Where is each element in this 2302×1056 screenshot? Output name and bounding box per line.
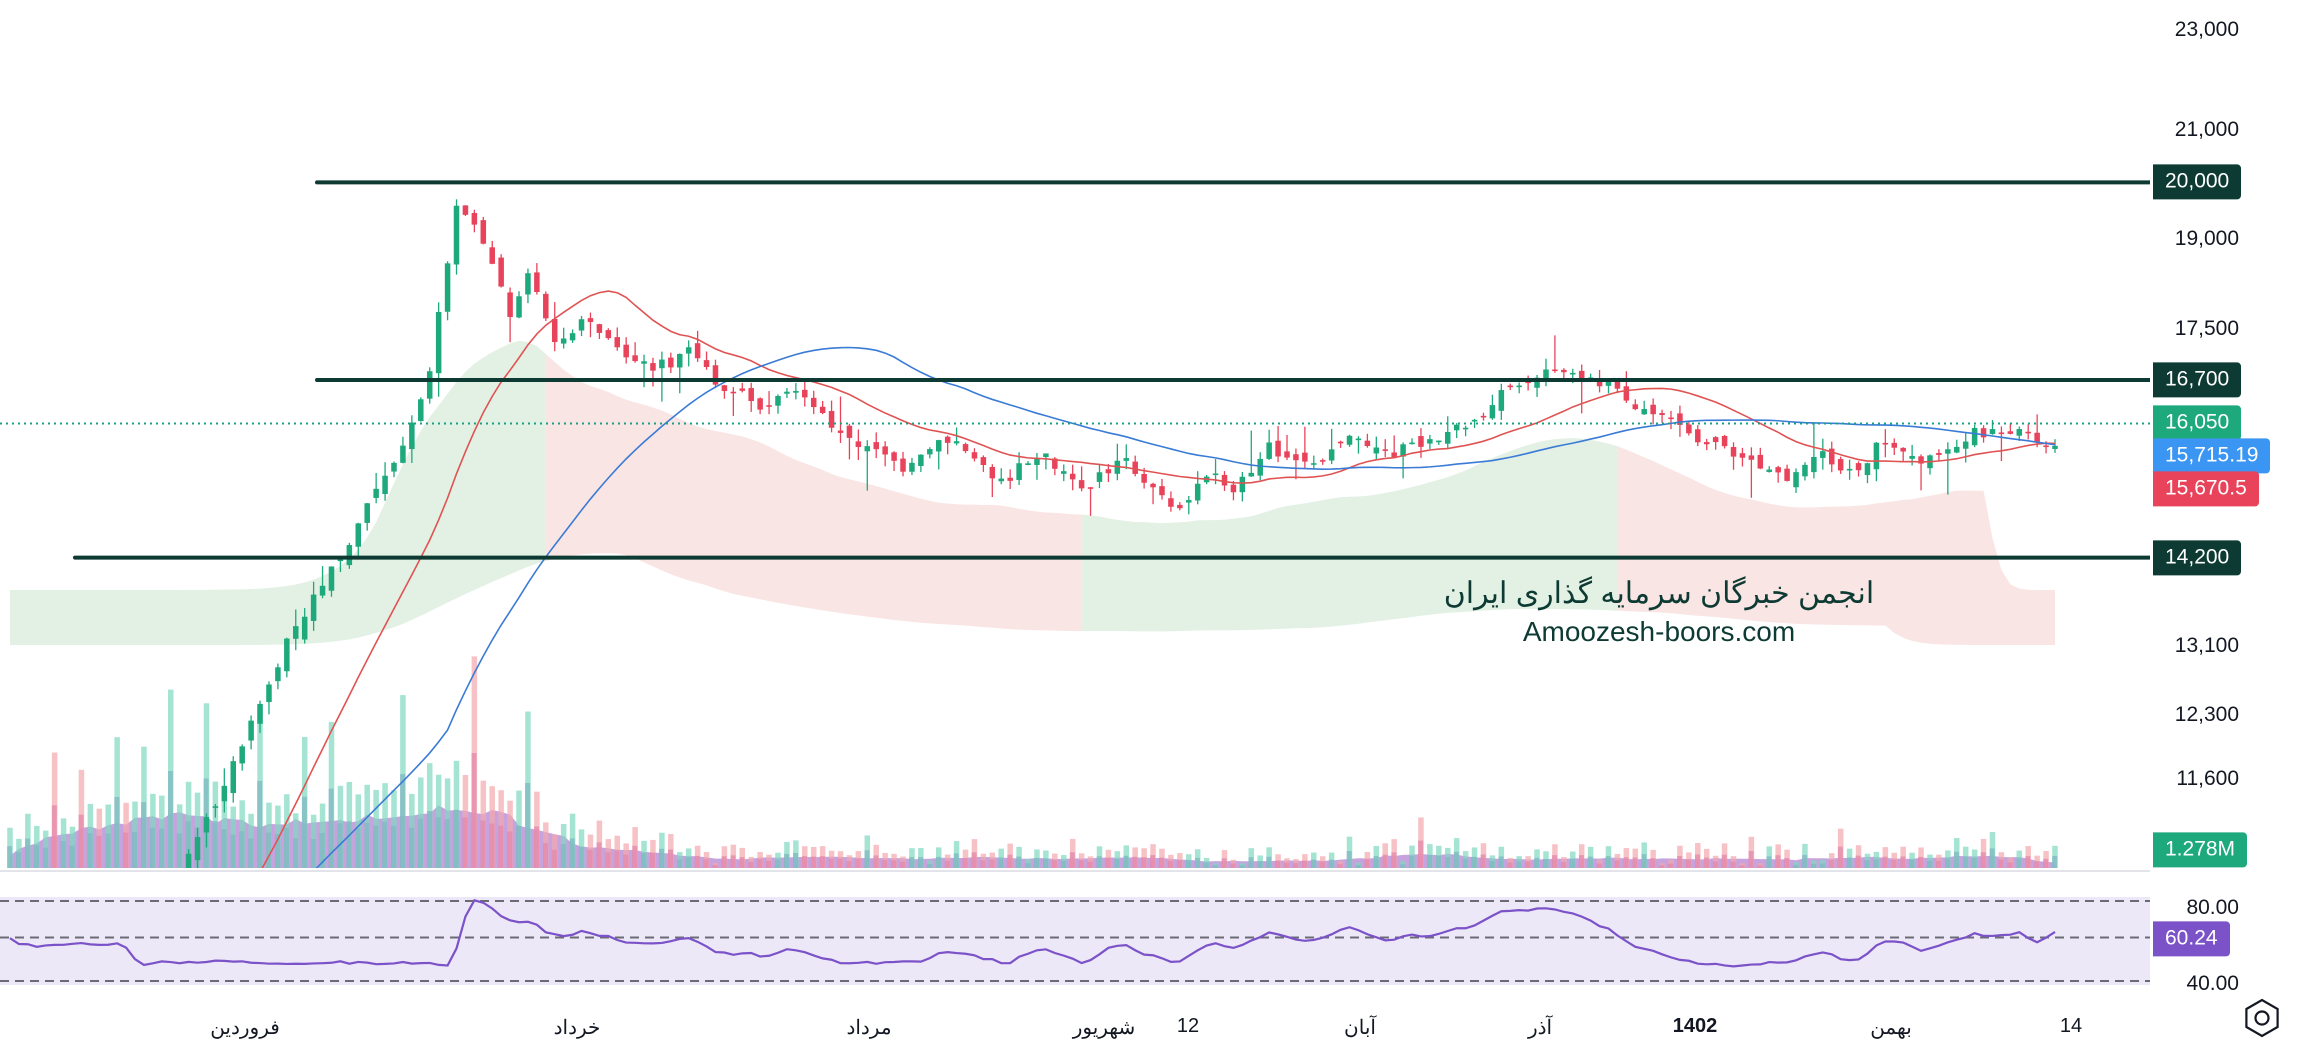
svg-text:Amoozesh-boors.com: Amoozesh-boors.com	[1523, 616, 1795, 647]
svg-text:انجمن خبرگان سرمایه گذاری ایرا: انجمن خبرگان سرمایه گذاری ایران	[1444, 576, 1874, 611]
